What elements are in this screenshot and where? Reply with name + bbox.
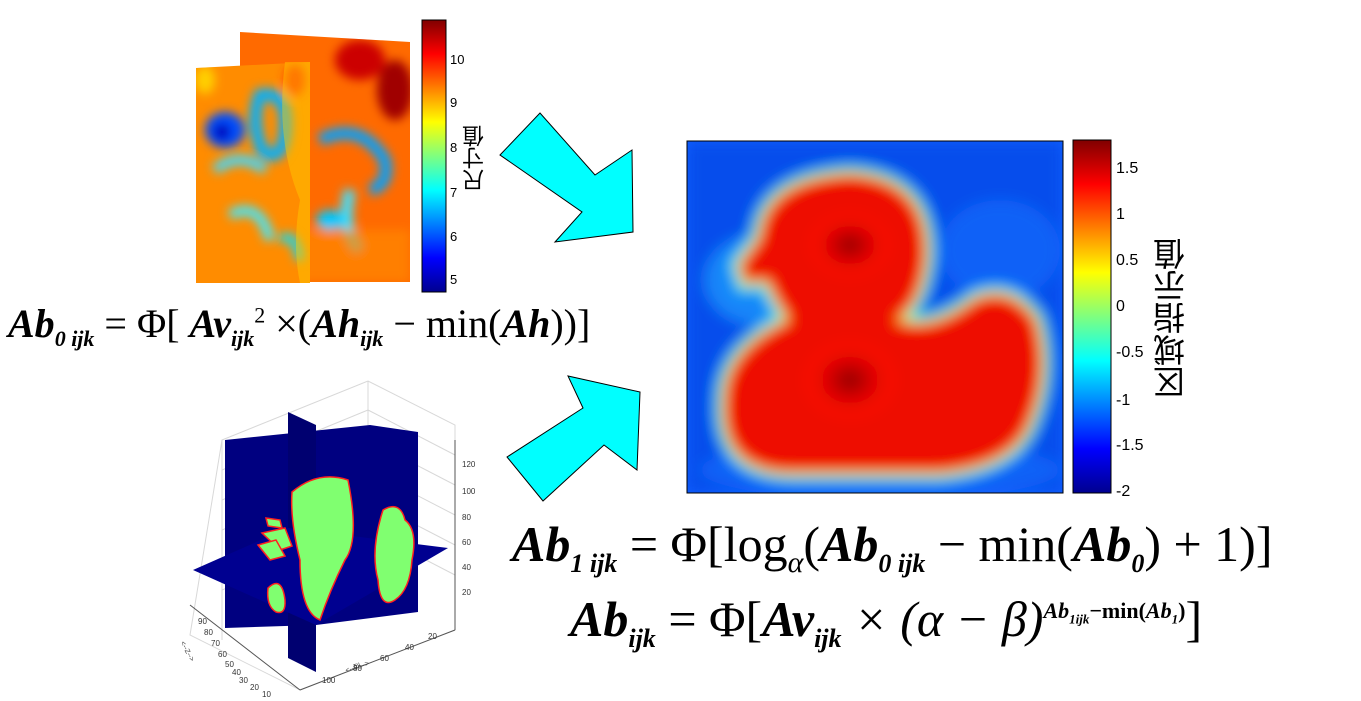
region-tick: 1.5 [1116,160,1139,177]
left-tick: 90 [198,617,207,626]
formula-subscript: 1ijk [1069,611,1090,627]
formula-term: Ab [512,516,571,572]
formula-superscript: 2 [254,302,266,328]
formula-subscript: ijk [231,326,255,351]
bottom-tick: 100 [322,676,336,685]
left-tick: 20 [250,683,259,692]
formula-operator: = Φ[log [629,516,788,572]
left-tick: 10 [262,690,271,699]
region-tick: -2 [1116,483,1131,500]
size-colorbar-label: 尺寸值 [463,125,488,191]
size-tick: 10 [450,52,465,67]
formula-term: Ab [570,591,629,647]
formula-term: Ab [1072,516,1132,572]
formula-term: Av [189,301,232,346]
formula-subscript: 0 ijk [54,326,95,351]
region-tick: 0 [1116,298,1125,315]
left-tick: 40 [232,668,241,677]
size-tick: 6 [450,229,458,244]
arrow-bottom [506,375,641,502]
size-tick: 8 [450,140,458,155]
region-colorbar-label: 区域指示值 [1152,238,1190,398]
formula-subscript: α [787,546,804,579]
z-tick: 40 [462,563,471,572]
formula-operator: ] [1185,591,1203,647]
bottom-tick: 60 [380,654,389,663]
formula-term: Ab [1145,598,1172,624]
formula-term: Av [762,591,815,647]
formula-operator: ×( [275,301,312,346]
formula-subscript: 0 ijk [878,549,926,578]
region-tick: -0.5 [1116,344,1144,361]
left-tick: 70 [211,639,220,648]
region-indicator-heatmap [687,141,1063,493]
region-tick: 0.5 [1116,252,1139,269]
formula-term: Ab [1043,598,1070,624]
left-tick: 60 [218,650,227,659]
formula-operator: ))] [550,301,591,346]
formula-subscript: 0 [1131,549,1145,578]
formula-subscript: ijk [814,624,842,653]
bottom-tick: 20 [428,632,437,641]
z-tick: 120 [462,460,476,469]
formula-subscript: ijk [628,624,656,653]
formula-term: Ah [311,301,361,346]
bottom-tick: 80 [353,664,362,673]
z-tick: 60 [462,538,471,547]
formula-subscript: 1 ijk [570,549,618,578]
left-tick: 50 [225,660,234,669]
formula-term: Ab [8,301,55,346]
formula-subscript: 1 [1171,611,1179,627]
region-tick: 1 [1116,206,1125,223]
size-colorbar [421,19,447,293]
size-tick: 5 [450,272,458,287]
formula-ab: Abijk = Φ[Avijk × (α − β)Ab1ijk−min(Ab1)… [570,590,1202,654]
left-tick: 30 [239,676,248,685]
formula-operator: ( [803,516,821,572]
formula-ab1: Ab1 ijk = Φ[logα(Ab0 ijk − min(Ab0) + 1)… [512,515,1272,580]
formula-operator: × (α − β) [854,591,1044,647]
formula-term: Ab [820,516,879,572]
formula-operator: = Φ[ [668,591,763,647]
formula-operator: − min( [393,301,502,346]
formula-operator: ) + 1)] [1144,516,1273,572]
formula-operator: −min( [1089,598,1146,624]
z-tick: 80 [462,513,471,522]
region-tick: -1.5 [1116,437,1144,454]
formula-term: Ah [501,301,551,346]
formula-ab0: Ab0 ijk = Φ[ Avijk2 ×(Ahijk − min(Ah))] [8,300,590,352]
arrow-top [499,112,634,243]
region-3d-plot [189,380,456,691]
region-tick: -1 [1116,392,1131,409]
left-tick: 80 [204,628,213,637]
bottom-tick: 40 [405,643,414,652]
formula-subscript: ijk [360,326,384,351]
region-colorbar [1072,139,1112,494]
size-tick: 9 [450,95,458,110]
size-value-slices [196,32,410,283]
z-tick: 100 [462,487,476,496]
formula-operator: ) [1178,598,1186,624]
size-tick: 7 [450,185,458,200]
formula-operator: = Φ[ [104,301,180,346]
formula-operator: − min( [937,516,1073,572]
z-tick: 20 [462,588,471,597]
